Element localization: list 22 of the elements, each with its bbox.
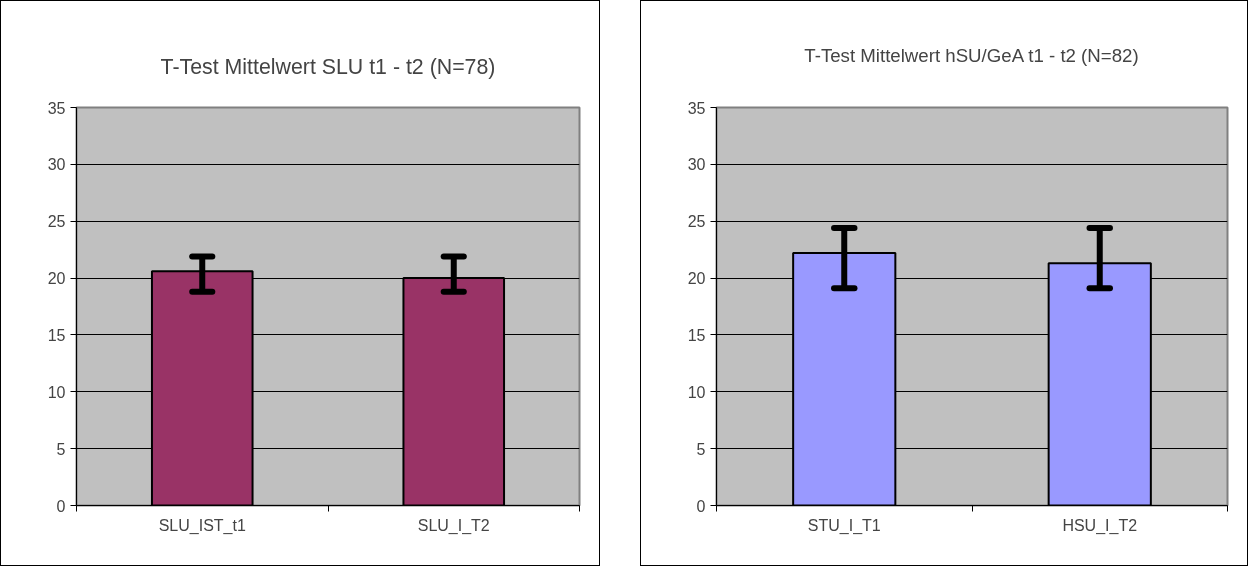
y-tick-label: 10 xyxy=(47,383,66,401)
y-tick-label: 30 xyxy=(47,156,66,174)
y-tick-label: 5 xyxy=(696,440,706,458)
y-tick-label: 15 xyxy=(47,326,66,344)
y-tick-label: 5 xyxy=(56,440,66,458)
y-tick-label: 10 xyxy=(687,383,706,401)
y-tick-label: 35 xyxy=(687,99,706,117)
y-tick-label: 25 xyxy=(687,213,706,231)
chart-title: T-Test Mittelwert SLU t1 - t2 (N=78) xyxy=(160,55,496,79)
y-tick-label: 0 xyxy=(56,497,66,515)
y-tick-label: 30 xyxy=(687,156,706,174)
x-tick-label: HSU_I_T2 xyxy=(1062,516,1138,535)
y-tick-label: 15 xyxy=(687,326,706,344)
x-tick-label: SLU_I_T2 xyxy=(417,516,490,535)
chart-title: T-Test Mittelwert hSU/GeA t1 - t2 (N=82) xyxy=(804,45,1139,66)
x-tick-label: SLU_IST_t1 xyxy=(158,516,246,535)
y-tick-label: 0 xyxy=(696,497,706,515)
y-tick-label: 20 xyxy=(687,270,706,288)
y-tick-label: 20 xyxy=(47,270,66,288)
y-tick-label: 25 xyxy=(47,213,66,231)
y-tick-label: 35 xyxy=(47,99,66,117)
x-tick-label: STU_I_T1 xyxy=(807,516,881,535)
